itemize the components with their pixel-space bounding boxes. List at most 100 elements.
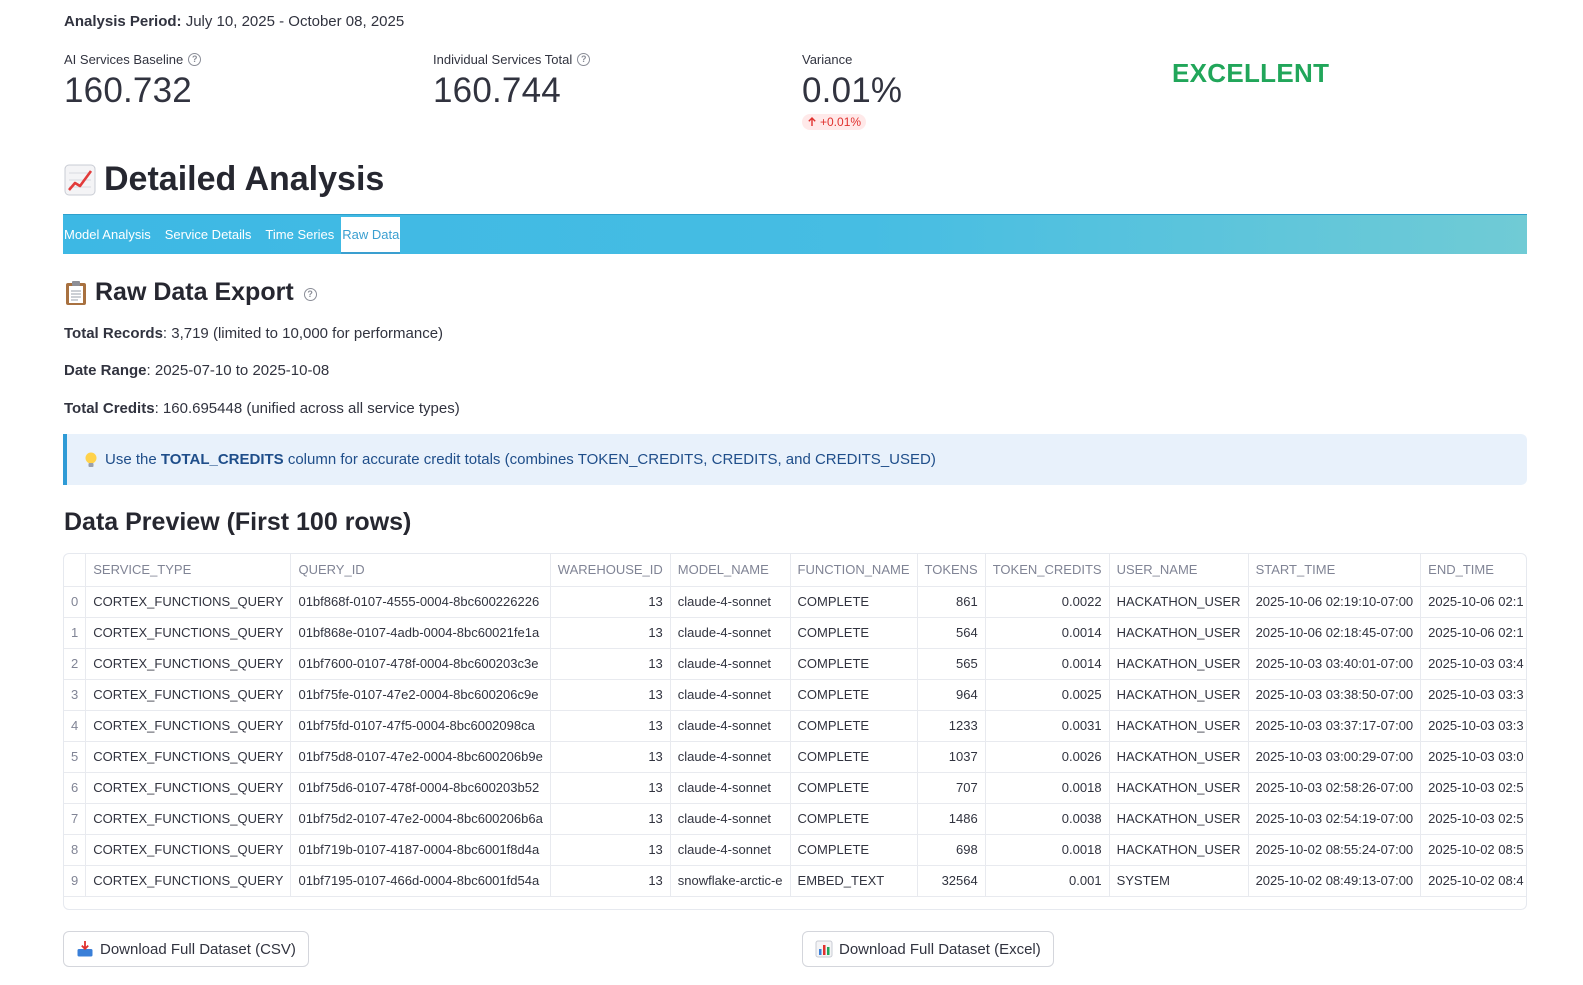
table-cell: 2025-10-03 02:5 <box>1420 803 1526 835</box>
table-cell: HACKATHON_USER <box>1109 772 1249 804</box>
tab-bar: Model Analysis Service Details Time Seri… <box>63 214 1527 254</box>
download-excel-label: Download Full Dataset (Excel) <box>839 940 1041 958</box>
table-row[interactable]: 9 CORTEX_FUNCTIONS_QUERY 01bf7195-0107-466… <box>64 865 1526 897</box>
table-cell: HACKATHON_USER <box>1109 741 1249 773</box>
metric-value: 160.732 <box>64 71 192 110</box>
table-row[interactable]: 6 CORTEX_FUNCTIONS_QUERY 01bf75d6-0107-478… <box>64 772 1526 804</box>
table-cell: 13 <box>550 617 671 649</box>
table-cell: 13 <box>550 586 671 618</box>
table-cell: 13 <box>550 834 671 866</box>
metric-variance: Variance 0.01% +0.01% <box>802 50 902 132</box>
table-cell: 13 <box>550 865 671 897</box>
tab-raw-data[interactable]: Raw Data <box>341 217 401 254</box>
table-row[interactable]: 5 CORTEX_FUNCTIONS_QUERY 01bf75d8-0107-47e… <box>64 741 1526 773</box>
table-cell: CORTEX_FUNCTIONS_QUERY <box>85 741 292 773</box>
row-index-cell: 2 <box>64 648 87 680</box>
table-row[interactable]: 7 CORTEX_FUNCTIONS_QUERY 01bf75d2-0107-47e… <box>64 803 1526 835</box>
table-cell: 2025-10-03 03:4 <box>1420 648 1526 680</box>
table-cell: CORTEX_FUNCTIONS_QUERY <box>85 679 292 711</box>
table-cell: CORTEX_FUNCTIONS_QUERY <box>85 803 292 835</box>
column-header[interactable]: USER_NAME <box>1109 554 1249 587</box>
data-table: SERVICE_TYPE QUERY_ID WAREHOUSE_ID MODEL_NA… <box>64 554 1526 897</box>
table-cell: claude-4-sonnet <box>670 679 791 711</box>
row-index-cell: 7 <box>64 803 87 835</box>
table-cell: 1486 <box>917 803 986 835</box>
help-icon[interactable]: ? <box>577 52 591 66</box>
table-cell: 0.0038 <box>985 803 1110 835</box>
metric-value: 160.744 <box>433 71 561 110</box>
callout-prefix: Use the <box>105 451 157 468</box>
table-cell: 0.0026 <box>985 741 1110 773</box>
column-header[interactable]: WAREHOUSE_ID <box>550 554 671 587</box>
table-cell: 0.0018 <box>985 834 1110 866</box>
table-cell: 2025-10-03 03:00:29-07:00 <box>1248 741 1422 773</box>
column-header[interactable]: TOKENS <box>917 554 986 587</box>
table-cell: claude-4-sonnet <box>670 803 791 835</box>
download-excel-button[interactable]: Download Full Dataset (Excel) <box>802 931 1054 967</box>
column-header[interactable]: QUERY_ID <box>290 554 551 587</box>
analysis-period-value: July 10, 2025 - October 08, 2025 <box>185 13 405 30</box>
table-cell: 0.0025 <box>985 679 1110 711</box>
table-cell: 0.0018 <box>985 772 1110 804</box>
table-row[interactable]: 1 CORTEX_FUNCTIONS_QUERY 01bf868e-0107-4ad… <box>64 617 1526 649</box>
table-cell: 13 <box>550 803 671 835</box>
column-header[interactable]: SERVICE_TYPE <box>85 554 292 587</box>
table-cell: claude-4-sonnet <box>670 586 791 618</box>
table-cell: 01bf868e-0107-4adb-0004-8bc60021fe1a <box>290 617 551 649</box>
column-header[interactable]: FUNCTION_NAME <box>790 554 918 587</box>
tab-service-details[interactable]: Service Details <box>164 227 252 242</box>
metric-label: Variance <box>802 51 853 67</box>
column-header[interactable]: MODEL_NAME <box>670 554 791 587</box>
table-cell: CORTEX_FUNCTIONS_QUERY <box>85 865 292 897</box>
table-row[interactable]: 8 CORTEX_FUNCTIONS_QUERY 01bf719b-0107-418… <box>64 834 1526 866</box>
table-cell: 32564 <box>917 865 986 897</box>
table-cell: CORTEX_FUNCTIONS_QUERY <box>85 586 292 618</box>
tab-time-series[interactable]: Time Series <box>265 227 335 242</box>
table-cell: claude-4-sonnet <box>670 772 791 804</box>
table-cell: claude-4-sonnet <box>670 834 791 866</box>
table-cell: 2025-10-02 08:49:13-07:00 <box>1248 865 1422 897</box>
row-index-cell: 3 <box>64 679 87 711</box>
table-cell: claude-4-sonnet <box>670 617 791 649</box>
table-row[interactable]: 2 CORTEX_FUNCTIONS_QUERY 01bf7600-0107-478… <box>64 648 1526 680</box>
detailed-analysis-title: Detailed Analysis <box>104 160 385 198</box>
row-index-cell: 0 <box>64 586 87 618</box>
tab-model-analysis[interactable]: Model Analysis <box>64 227 151 242</box>
table-cell: 2025-10-02 08:4 <box>1420 865 1526 897</box>
table-cell: 0.0014 <box>985 648 1110 680</box>
table-cell: 0.0022 <box>985 586 1110 618</box>
table-cell: claude-4-sonnet <box>670 741 791 773</box>
table-row[interactable]: 0 CORTEX_FUNCTIONS_QUERY 01bf868f-0107-455… <box>64 586 1526 618</box>
info-label: Date Range <box>64 362 147 379</box>
table-cell: CORTEX_FUNCTIONS_QUERY <box>85 648 292 680</box>
index-column-header[interactable] <box>64 554 87 587</box>
table-cell: COMPLETE <box>790 834 918 866</box>
table-cell: HACKATHON_USER <box>1109 710 1249 742</box>
column-header[interactable]: END_TIME <box>1420 554 1526 587</box>
data-grid[interactable]: SERVICE_TYPE QUERY_ID WAREHOUSE_ID MODEL_NA… <box>63 553 1527 910</box>
table-cell: 13 <box>550 772 671 804</box>
data-preview-title: Data Preview (First 100 rows) <box>64 508 412 536</box>
table-cell: 01bf75fe-0107-47e2-0004-8bc600206c9e <box>290 679 551 711</box>
table-cell: 2025-10-03 02:54:19-07:00 <box>1248 803 1422 835</box>
metric-individual-total: Individual Services Total ? 160.744 <box>433 50 591 112</box>
table-cell: COMPLETE <box>790 586 918 618</box>
callout-emphasis: TOTAL_CREDITS <box>160 451 284 468</box>
download-csv-button[interactable]: Download Full Dataset (CSV) <box>63 931 309 967</box>
bar-chart-icon <box>815 940 833 958</box>
help-icon[interactable]: ? <box>303 288 317 301</box>
column-header[interactable]: START_TIME <box>1248 554 1422 587</box>
lightbulb-icon <box>85 452 97 467</box>
help-icon[interactable]: ? <box>188 52 202 66</box>
table-cell: 13 <box>550 679 671 711</box>
row-index-cell: 5 <box>64 741 87 773</box>
arrow-up-icon <box>808 117 816 126</box>
metric-label: AI Services Baseline <box>64 51 184 67</box>
info-label: Total Records <box>64 325 163 342</box>
raw-data-export-title: Raw Data Export <box>95 278 294 306</box>
column-header[interactable]: TOKEN_CREDITS <box>985 554 1110 587</box>
table-row[interactable]: 4 CORTEX_FUNCTIONS_QUERY 01bf75fd-0107-47f… <box>64 710 1526 742</box>
table-cell: 1037 <box>917 741 986 773</box>
table-row[interactable]: 3 CORTEX_FUNCTIONS_QUERY 01bf75fe-0107-47e… <box>64 679 1526 711</box>
